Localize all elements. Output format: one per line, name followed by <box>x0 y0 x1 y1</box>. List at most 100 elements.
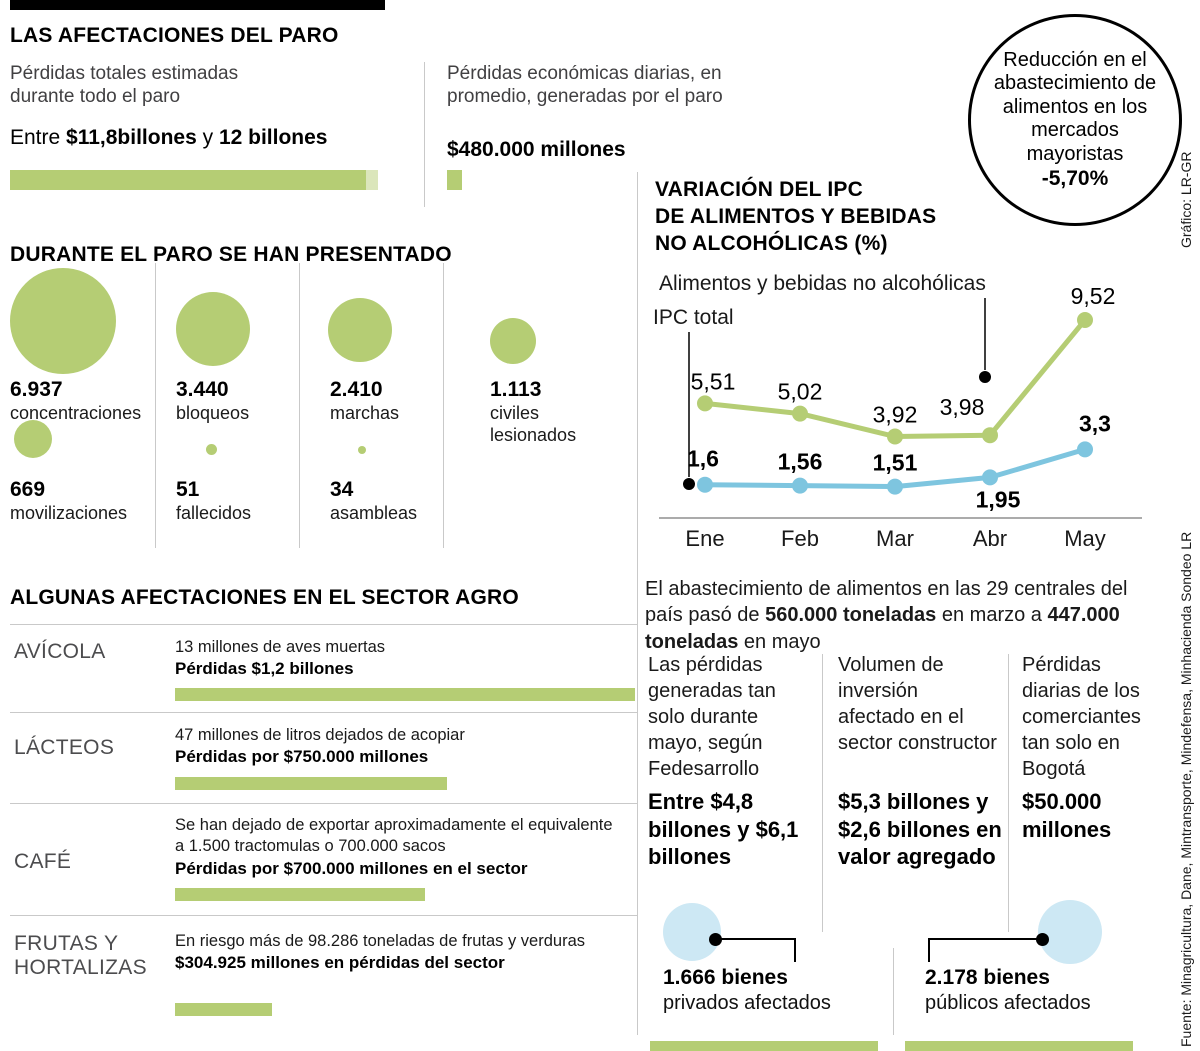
value-label: 3,3 <box>1079 410 1111 436</box>
supply-note-part: en mayo <box>738 630 821 653</box>
agro-desc-frutas: En riesgo más de 98.286 toneladas de fru… <box>175 932 585 950</box>
data-point <box>1077 441 1093 458</box>
agro-loss-lacteos: Pérdidas por $750.000 millones <box>175 747 429 766</box>
stat-label-bloqueos: bloqueos <box>176 403 250 423</box>
assets-divider <box>893 948 894 1035</box>
main-divider <box>637 172 638 1035</box>
stat-label-marchas: marchas <box>330 403 400 423</box>
impact-col2-desc: Volumen de inversión afectado en el sect… <box>838 654 997 754</box>
private-assets-label: privados afectados <box>663 992 831 1014</box>
agro-bar-lacteos <box>175 777 447 790</box>
public-assets-connector <box>928 938 1038 940</box>
agro-desc-lacteos: 47 millones de litros dejados de acopiar <box>175 726 465 744</box>
data-point <box>792 405 808 422</box>
bubble-movilizaciones <box>14 420 52 458</box>
data-point <box>887 428 903 445</box>
public-assets-connector <box>928 938 930 962</box>
total-losses-value-part: Entre <box>10 126 67 149</box>
bubble-concentraciones <box>10 268 116 374</box>
impact-col3-desc: Pérdidas diarias de los comerciantes tan… <box>1022 654 1141 780</box>
agro-desc-avicola: 13 millones de aves muertas <box>175 638 386 656</box>
chart-title-line1: VARIACIÓN DEL IPC <box>655 178 863 201</box>
agro-row-divider <box>10 624 637 625</box>
agro-bar-cafe <box>175 888 425 901</box>
public-assets-bar <box>905 1041 1133 1051</box>
agro-bar-avicola <box>175 688 635 701</box>
ipc-line-chart: Ene Feb Mar Abr May 5,51 5,02 3,92 3,98 9,52 1,6 1,… <box>645 266 1150 566</box>
public-assets-label: públicos afectados <box>925 992 1091 1014</box>
agro-desc-cafe: Se han dejado de exportar aproximadament… <box>175 816 613 856</box>
impact-col2-value: $5,3 billones y $2,6 billones en valor a… <box>838 789 1002 869</box>
total-losses-bar <box>10 170 378 190</box>
legend-dot-food <box>979 371 991 383</box>
private-assets-connector <box>716 938 796 940</box>
legend-dot-ipc <box>683 478 695 490</box>
protests-divider <box>299 263 300 548</box>
agro-loss-frutas: $304.925 millones en pérdidas del sector <box>175 953 505 972</box>
protests-divider <box>155 263 156 548</box>
agro-sector-avicola: AVÍCOLA <box>14 640 106 663</box>
value-label: 3,98 <box>940 394 985 420</box>
agro-row-divider <box>10 915 637 916</box>
reduction-badge-value: -5,70% <box>1041 166 1109 190</box>
stat-label-movilizaciones: movilizaciones <box>10 503 128 523</box>
stat-value-concentraciones: 6.937 <box>10 378 63 401</box>
agro-sector-cafe: CAFÉ <box>14 850 72 873</box>
bubble-civiles-lesionados <box>490 318 536 364</box>
data-point <box>697 476 713 493</box>
total-losses-bar-tip <box>366 170 378 190</box>
page-title: LAS AFECTACIONES DEL PARO <box>10 24 339 47</box>
x-tick-label: Abr <box>973 526 1007 551</box>
impact-column-divider <box>822 654 823 932</box>
supply-note-part: El abastecimiento de alimentos en las 29… <box>645 578 1128 627</box>
supply-note: El abastecimiento de alimentos en las 29… <box>645 576 1150 655</box>
stat-value-bloqueos: 3.440 <box>176 378 229 401</box>
x-tick-label: May <box>1064 526 1106 551</box>
agro-bar-frutas <box>175 1003 272 1016</box>
stat-value-civiles: 1.113 <box>490 378 542 401</box>
stat-value-movilizaciones: 669 <box>10 478 46 501</box>
public-assets-dot <box>1036 933 1049 946</box>
reduction-badge-content: Reducción en el abastecimiento de alimen… <box>980 49 1170 192</box>
x-tick-label: Ene <box>685 526 724 551</box>
legend-label-food: Alimentos y bebidas no alcohólicas <box>659 272 986 295</box>
public-assets-value: 2.178 bienes <box>925 966 1050 989</box>
daily-losses-desc: Pérdidas económicas diarias, en promedio… <box>447 63 723 108</box>
impact-col1-value: Entre $4,8 billones y $6,1 billones <box>648 789 799 869</box>
agro-row-divider <box>10 803 637 804</box>
value-label: 9,52 <box>1071 283 1116 309</box>
x-tick-label: Mar <box>876 526 914 551</box>
stat-label-civiles: civiles lesionados <box>490 403 577 445</box>
stat-value-asambleas: 34 <box>330 478 354 501</box>
total-losses-desc: Pérdidas totales estimadas durante todo … <box>10 63 239 108</box>
data-point <box>887 478 903 495</box>
daily-losses-bar <box>447 170 462 190</box>
data-point <box>982 427 998 444</box>
bubble-bloqueos <box>176 292 250 366</box>
chart-title-line2: DE ALIMENTOS Y BEBIDAS <box>655 205 937 228</box>
agro-sector-frutas: FRUTAS Y HORTALIZAS <box>14 932 147 980</box>
protests-section-title: DURANTE EL PARO SE HAN PRESENTADO <box>10 243 452 266</box>
total-losses-value-part: y <box>196 126 219 149</box>
total-losses-value: Entre $11,8billones y 12 billones <box>10 126 410 150</box>
stat-value-fallecidos: 51 <box>176 478 200 501</box>
stat-value-marchas: 2.410 <box>330 378 383 401</box>
bubble-fallecidos <box>206 444 217 455</box>
bubble-asambleas <box>358 446 366 454</box>
stat-label-concentraciones: concentraciones <box>10 403 142 423</box>
value-label: 5,51 <box>691 368 736 394</box>
credits-source: Fuente: Minagricultura, Dane, Mintranspo… <box>1178 531 1194 1047</box>
private-assets-value: 1.666 bienes <box>663 966 788 989</box>
protests-divider <box>443 263 444 548</box>
title-top-rule <box>10 0 385 10</box>
value-label: 1,56 <box>778 449 823 475</box>
impact-column-divider <box>1008 654 1009 932</box>
stat-label-fallecidos: fallecidos <box>176 503 252 523</box>
data-point <box>1077 312 1093 328</box>
private-assets-bar <box>650 1041 878 1051</box>
stat-label-asambleas: asambleas <box>330 503 418 523</box>
chart-title-line3: NO ALCOHÓLICAS (%) <box>655 232 888 255</box>
value-label: 5,02 <box>778 379 823 405</box>
x-tick-label: Feb <box>781 526 819 551</box>
